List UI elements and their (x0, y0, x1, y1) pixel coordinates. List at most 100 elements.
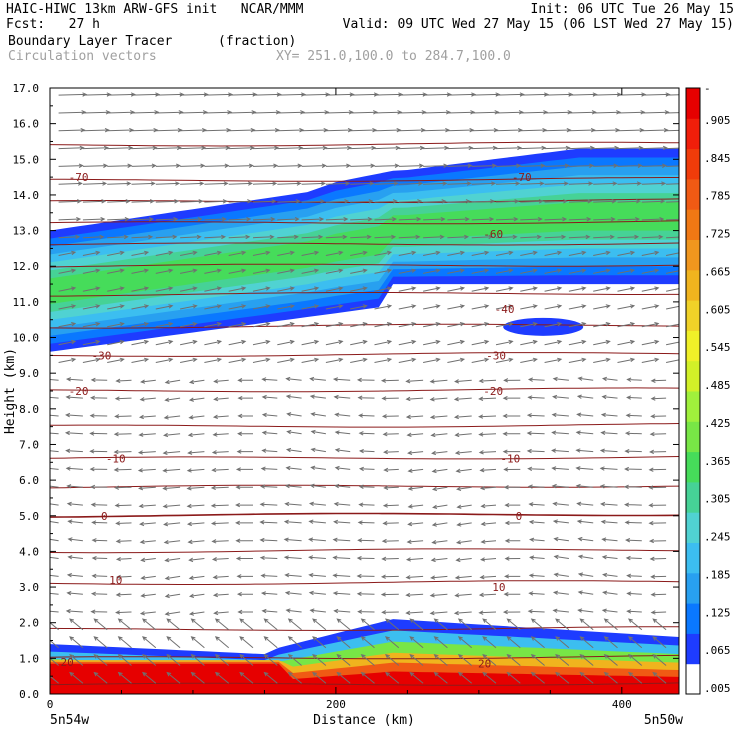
wind-vector (82, 163, 109, 168)
wind-vector (641, 286, 660, 292)
wind-vector (495, 92, 525, 97)
wind-vector (593, 92, 622, 97)
wind-vector (210, 503, 229, 508)
colorbar-swatch (686, 451, 700, 483)
wind-vector (190, 636, 205, 649)
y-tick-label: 10.0 (13, 332, 40, 345)
wind-vector (406, 539, 424, 544)
wind-vector (544, 357, 563, 363)
wind-vector (520, 339, 538, 346)
wind-vector (186, 503, 205, 509)
wind-vector (407, 450, 424, 455)
wind-vector (666, 165, 679, 167)
wind-vector (423, 234, 445, 240)
wind-vector (471, 92, 501, 97)
wind-vector (285, 376, 302, 382)
wind-vector (89, 466, 108, 472)
wind-vector (431, 486, 448, 492)
wind-vector (374, 234, 397, 240)
wind-vector (261, 412, 278, 418)
wind-vector (405, 575, 424, 580)
wind-vector (301, 304, 320, 310)
wind-vector (277, 145, 304, 151)
wind-vector (504, 574, 521, 579)
wind-vector (212, 414, 229, 419)
wind-vector (155, 304, 174, 310)
wind-vector (252, 92, 282, 97)
wind-vector (131, 286, 150, 292)
wind-vector (382, 503, 399, 508)
wind-vector (214, 671, 230, 684)
wind-vector (380, 592, 399, 597)
wind-vector (544, 286, 563, 292)
wind-vector (204, 268, 223, 274)
wind-vector (544, 339, 563, 346)
wind-vector (287, 618, 302, 631)
wind-vector (65, 448, 83, 453)
wind-vector (456, 504, 472, 509)
wind-vector (602, 572, 618, 578)
wind-vector (627, 636, 643, 649)
wind-vector (260, 484, 278, 489)
isotherm-line (50, 198, 679, 203)
wind-vector (308, 501, 326, 507)
wind-vector (530, 618, 545, 631)
wind-vector (457, 671, 473, 684)
wind-vector (527, 377, 545, 382)
wind-vector (454, 379, 472, 384)
wind-vector (107, 304, 125, 310)
wind-vector (82, 127, 110, 133)
wind-vector (593, 268, 611, 274)
wind-vector (91, 573, 108, 579)
wind-vector (593, 339, 611, 346)
wind-vector (568, 268, 587, 274)
header-forecast-hour: Fcst: 27 h (6, 17, 100, 32)
wind-vector (650, 592, 667, 597)
colorbar-swatch (686, 603, 700, 634)
wind-vector (89, 449, 108, 454)
wind-vector (457, 636, 473, 649)
wind-vector (593, 250, 611, 256)
wind-vector (374, 199, 398, 204)
isotherm-line (50, 654, 679, 660)
wind-vector (553, 554, 569, 560)
wind-vector (576, 501, 594, 507)
wind-vector (495, 199, 520, 204)
wind-vector (117, 653, 132, 666)
wind-vector (252, 145, 280, 151)
wind-vector (325, 110, 354, 115)
wind-vector (471, 127, 499, 133)
wind-vector (593, 216, 616, 222)
wind-vector (93, 618, 108, 631)
wind-vector (107, 322, 125, 328)
wind-vector (336, 653, 351, 666)
wind-vector (131, 234, 154, 240)
wind-vector (204, 199, 228, 204)
wind-vector (577, 376, 594, 381)
wind-vector (260, 466, 278, 471)
wind-vector (186, 521, 205, 527)
wind-vector (447, 234, 470, 240)
wind-vector (58, 92, 88, 97)
wind-vector (433, 653, 448, 666)
wind-vector (374, 250, 393, 256)
wind-vector (626, 609, 642, 614)
wind-vector (495, 339, 514, 346)
wind-vector (252, 216, 276, 222)
wind-vector (263, 671, 278, 684)
wind-vector (309, 608, 326, 613)
wind-vector (350, 250, 368, 256)
wind-vector (568, 145, 595, 151)
wind-vector (628, 653, 643, 666)
wind-vector (188, 575, 205, 580)
wind-vector (350, 304, 368, 310)
wind-vector (180, 304, 198, 310)
colorbar-label: .665 (704, 265, 731, 278)
field-name: Boundary Layer Tracer (8, 34, 173, 49)
wind-vector (301, 268, 320, 274)
wind-vector (285, 394, 302, 399)
wind-vector (93, 671, 108, 684)
wind-vector (312, 653, 327, 666)
wind-vector (277, 110, 306, 115)
wind-vector (166, 636, 181, 649)
